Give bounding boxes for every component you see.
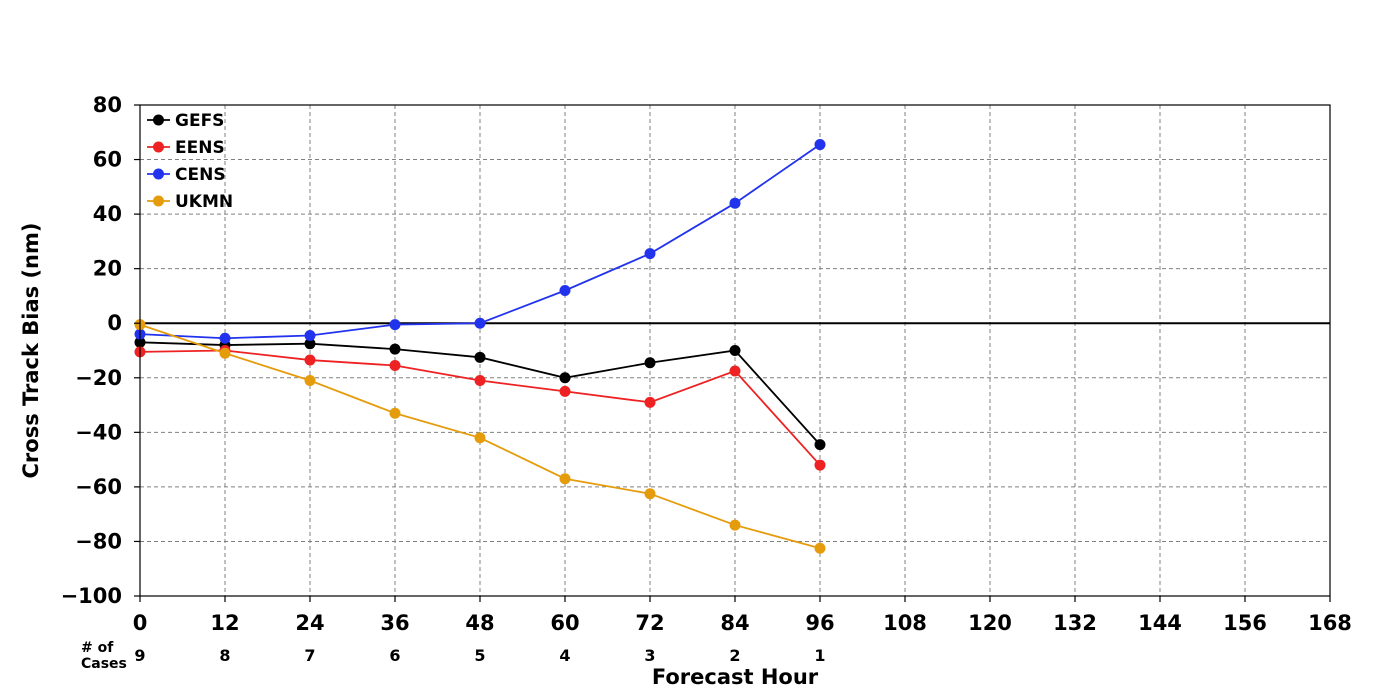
y-tick-label: 20 [93, 257, 122, 281]
data-point [729, 345, 741, 356]
x-tick-label: 36 [380, 611, 409, 635]
data-point [559, 372, 571, 384]
y-tick-label: −40 [75, 420, 122, 444]
x-tick-label: 12 [210, 611, 239, 635]
cases-value: 7 [304, 646, 315, 665]
legend-label: UKMN [175, 192, 233, 212]
series-eens [134, 345, 826, 471]
y-tick-label: 40 [93, 202, 122, 226]
y-tick-label: 0 [107, 311, 122, 335]
y-axis-title: Cross Track Bias (nm) [19, 223, 43, 479]
y-tick-label: 80 [93, 93, 122, 117]
x-tick-label: 60 [550, 611, 579, 635]
data-point [729, 519, 741, 531]
data-point [304, 329, 316, 341]
series-ukmn [134, 319, 826, 554]
x-tick-label: 156 [1223, 611, 1267, 635]
data-point [559, 473, 571, 485]
legend-marker [153, 114, 164, 126]
legend: GEFS EENS CENS UKMN [147, 111, 233, 212]
x-tick-label: 0 [133, 611, 148, 635]
data-point [474, 432, 486, 444]
data-point [814, 139, 826, 151]
cases-value: 9 [134, 646, 145, 665]
data-point [219, 347, 231, 359]
legend-item-eens: EENS [147, 138, 225, 158]
cases-value: 4 [559, 646, 570, 665]
legend-label: EENS [175, 138, 225, 158]
legend-label: GEFS [175, 111, 224, 131]
data-point [559, 385, 571, 397]
x-tick-label: 120 [968, 611, 1012, 635]
cases-value: 8 [219, 646, 230, 665]
series-group [134, 139, 826, 554]
data-point [474, 375, 486, 387]
data-point [644, 248, 656, 260]
x-tick-label: 24 [295, 611, 324, 635]
legend-item-cens: CENS [147, 165, 226, 185]
x-tick-label: 48 [465, 611, 494, 635]
x-tick-label: 144 [1138, 611, 1182, 635]
x-tick-label: 96 [805, 611, 834, 635]
x-tick-label: 84 [720, 611, 749, 635]
data-point [474, 351, 486, 363]
data-point [474, 317, 486, 329]
data-point [729, 197, 741, 209]
legend-item-ukmn: UKMN [147, 192, 233, 212]
y-tick-label: −80 [75, 529, 122, 553]
cases-row: # of Cases 9 8 7 6 5 4 3 2 1 [81, 640, 826, 672]
x-axis-title: Forecast Hour [652, 665, 819, 689]
legend-marker [153, 195, 164, 207]
data-point [304, 354, 316, 366]
x-tick-label: 108 [883, 611, 927, 635]
data-point [389, 407, 401, 419]
data-point [814, 542, 826, 554]
y-tick-label: 60 [93, 148, 122, 172]
legend-marker [153, 168, 164, 180]
x-tick-label: 132 [1053, 611, 1097, 635]
legend-label: CENS [175, 165, 226, 185]
legend-marker [153, 141, 164, 153]
grid [140, 105, 1330, 596]
data-point [389, 343, 401, 355]
legend-item-gefs: GEFS [147, 111, 224, 131]
data-point [559, 284, 571, 296]
cases-value: 5 [474, 646, 485, 665]
data-point [389, 319, 401, 331]
x-tick-label: 72 [635, 611, 664, 635]
cases-value: 3 [644, 646, 655, 665]
cases-value: 6 [389, 646, 400, 665]
cases-value: 1 [814, 646, 825, 665]
data-point [304, 338, 316, 350]
data-point [644, 396, 656, 408]
y-tick-label: −100 [61, 584, 122, 608]
y-axis-ticks: 80 60 40 20 0 −20 −40 −60 −80 −100 [61, 93, 140, 608]
data-point [644, 357, 656, 369]
data-point [814, 439, 826, 451]
y-tick-label: −60 [75, 475, 122, 499]
data-point [814, 459, 826, 471]
y-tick-label: −20 [75, 366, 122, 390]
cases-label: # of Cases [81, 640, 127, 672]
data-point [644, 488, 656, 500]
data-point [304, 375, 316, 387]
data-point [729, 365, 741, 377]
data-point [389, 360, 401, 372]
data-point [219, 332, 231, 344]
cases-value: 2 [729, 646, 740, 665]
series-gefs [134, 336, 826, 451]
x-axis-ticks: 0 12 24 36 48 60 72 84 96 108 120 132 144 156 168 [133, 596, 1352, 635]
x-tick-label: 168 [1308, 611, 1352, 635]
